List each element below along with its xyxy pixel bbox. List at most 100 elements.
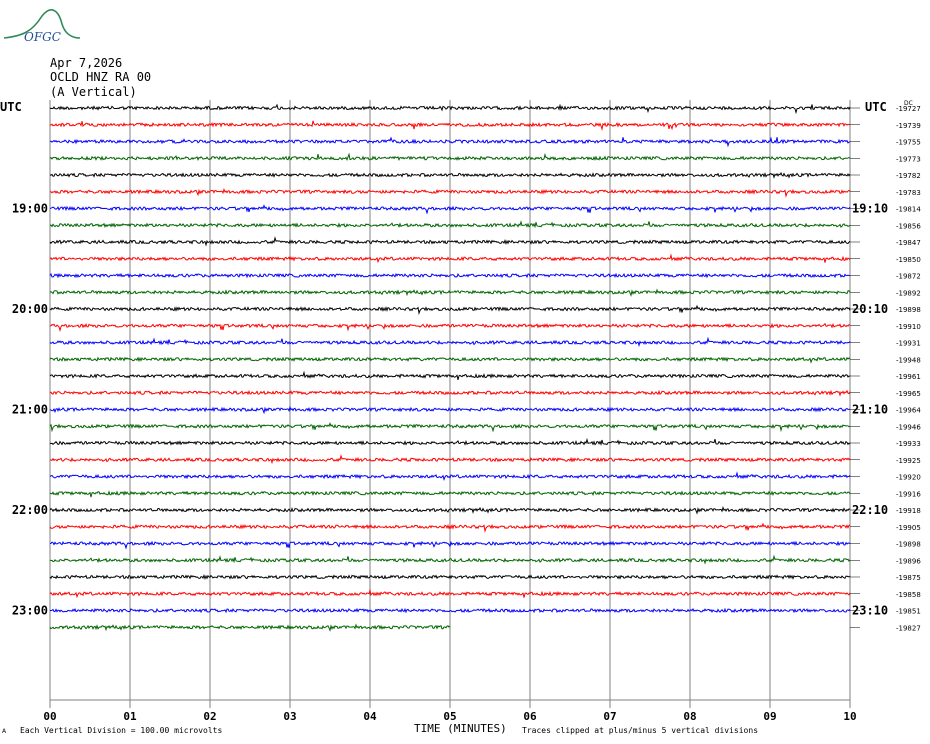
x-tick-01: 01 [123,710,137,723]
dc-value-24: -19918 [896,507,921,515]
x-tick-05: 05 [443,710,456,723]
trace-10 [49,272,851,279]
dc-value-4: -19782 [896,172,921,180]
right-time-2010: 20:10 [852,302,888,316]
trace-1 [49,120,851,131]
trace-21 [49,453,851,465]
utc-left-label: UTC [0,100,22,114]
dc-value-13: -19910 [896,323,921,331]
dc-value-21: -19925 [896,457,921,465]
dc-value-19: -19946 [896,423,921,431]
right-time-1910: 19:10 [852,202,888,216]
dc-value-31: -19827 [896,624,921,632]
dc-value-0: -19727 [896,105,921,113]
dc-value-9: -19850 [896,256,921,264]
trace-25 [49,522,850,533]
x-tick-00: 00 [43,710,56,723]
dc-value-23: -19916 [896,490,921,498]
dc-value-25: -19905 [896,524,921,532]
dc-value-18: -19964 [896,407,921,415]
ofgc-logo: OFGC [3,9,81,44]
trace-7 [49,220,851,229]
x-tick-06: 06 [523,710,537,723]
left-time-2200: 22:00 [12,503,48,517]
dc-value-30: -19851 [896,608,921,616]
dc-value-8: -19847 [896,239,921,247]
trace-0 [49,103,851,115]
trace-28 [49,574,851,580]
trace-5 [50,187,851,198]
trace-9 [49,253,851,264]
left-time-2300: 23:00 [12,604,48,618]
trace-27 [49,554,851,565]
dc-value-29: -19858 [896,591,921,599]
utc-right-label: UTC [865,100,887,114]
trace-29 [49,588,851,599]
dc-value-2: -19755 [896,139,921,147]
trace-31 [49,623,451,632]
right-time-2110: 21:10 [852,403,888,417]
trace-19 [49,421,851,433]
dc-value-16: -19961 [896,373,921,381]
trace-26 [49,540,851,550]
trace-16 [49,370,851,381]
labels: 00 01 02 03 04 05 06 07 08 09 10 -19727 -19739 -19755… [12,105,921,723]
trace-15 [49,356,851,364]
right-time-2310: 23:10 [852,604,888,618]
dc-value-6: -19814 [896,206,921,214]
dc-value-14: -19931 [896,340,921,348]
trace-4 [49,171,851,179]
grid-lines [49,100,851,708]
x-tick-02: 02 [203,710,216,723]
header-component: (A Vertical) [50,85,137,99]
dc-value-28: -19875 [896,574,921,582]
dc-value-15: -19948 [896,356,921,364]
dc-label: DC [904,100,913,107]
trace-23 [49,490,851,498]
left-time-1900: 19:00 [12,202,48,216]
x-tick-07: 07 [603,710,616,723]
logo-text: OFGC [24,30,61,44]
dc-value-26: -19898 [896,541,921,549]
trace-12 [49,304,851,315]
trace-11 [49,288,851,297]
trace-17 [49,389,851,397]
x-tick-09: 09 [763,710,776,723]
clip-note: Traces clipped at plus/minus 5 vertical … [522,726,758,735]
header-station: OCLD HNZ RA 00 [50,70,152,84]
dc-value-11: -19892 [896,289,921,297]
trace-8 [49,236,851,247]
dc-value-10: -19872 [896,273,921,281]
scale-note: Each Vertical Division = 100.00 microvol… [20,726,222,735]
trace-30 [49,607,851,614]
dc-value-20: -19933 [896,440,921,448]
trace-24 [49,506,851,515]
x-tick-10: 10 [843,710,856,723]
trace-18 [49,405,851,415]
left-time-2000: 20:00 [12,302,48,316]
footer-mark: A [2,728,7,735]
x-tick-08: 08 [683,710,696,723]
dc-value-27: -19896 [896,557,921,565]
traces [49,103,851,632]
trace-14 [49,336,851,348]
dc-value-22: -19920 [896,474,921,482]
trace-13 [50,322,851,332]
dc-value-17: -19965 [896,390,921,398]
left-time-2100: 21:00 [12,403,48,417]
trace-3 [49,152,851,162]
trace-2 [49,136,851,148]
dc-value-3: -19773 [896,155,921,163]
dc-value-5: -19783 [896,189,921,197]
trace-20 [49,437,851,447]
header-date: Apr 7,2026 [50,56,123,70]
dc-value-7: -19856 [896,222,921,230]
dc-value-1: -19739 [896,122,921,130]
x-axis-label: TIME (MINUTES) [414,722,507,735]
trace-22 [49,471,851,481]
dc-value-12: -19898 [896,306,921,314]
trace-6 [49,204,851,215]
x-tick-04: 04 [363,710,377,723]
right-time-2210: 22:10 [852,503,888,517]
